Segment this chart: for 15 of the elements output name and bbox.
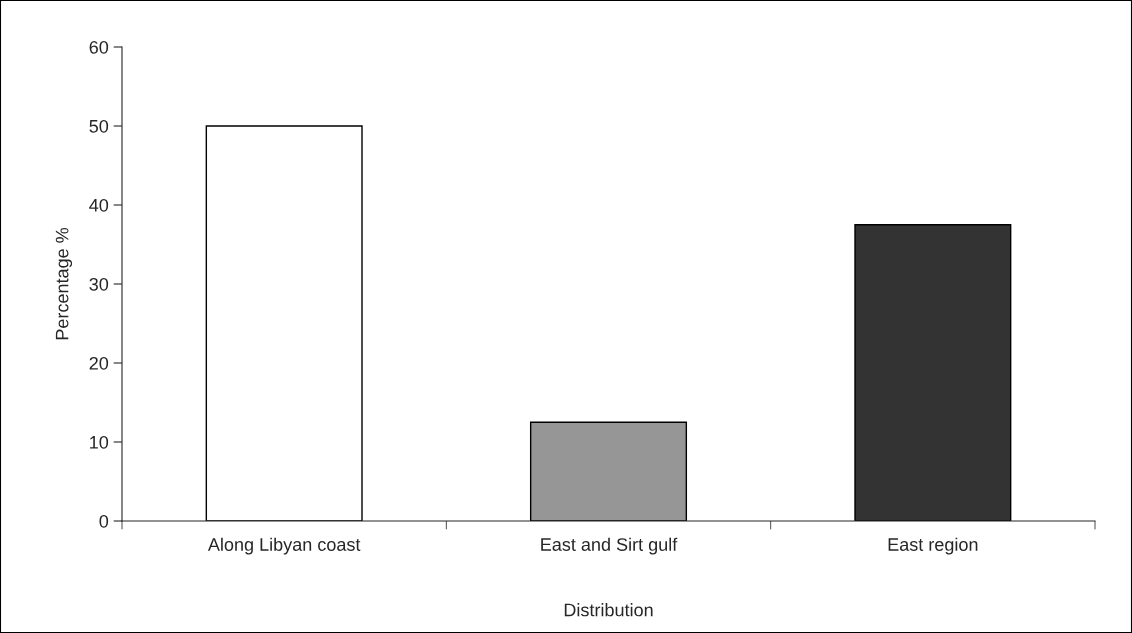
x-tick-label: Along Libyan coast: [207, 537, 361, 555]
y-axis-title: Percentage %: [55, 227, 73, 340]
y-tick-label: 30: [89, 277, 109, 291]
x-tick-label: East region: [888, 537, 978, 555]
y-tick-label: 40: [89, 198, 109, 212]
bar: [529, 421, 688, 521]
bar: [205, 125, 363, 521]
y-tick-label: 10: [90, 435, 109, 449]
y-tick-label: 60: [89, 40, 109, 54]
y-tick-label: 50: [89, 119, 109, 133]
x-tick-label: East and Sirt gulf: [541, 537, 678, 555]
bar: [854, 224, 1012, 521]
y-tick-label: 20: [89, 356, 109, 370]
y-tick-label: 0: [99, 514, 109, 528]
x-axis-title: Distribution: [564, 603, 653, 617]
